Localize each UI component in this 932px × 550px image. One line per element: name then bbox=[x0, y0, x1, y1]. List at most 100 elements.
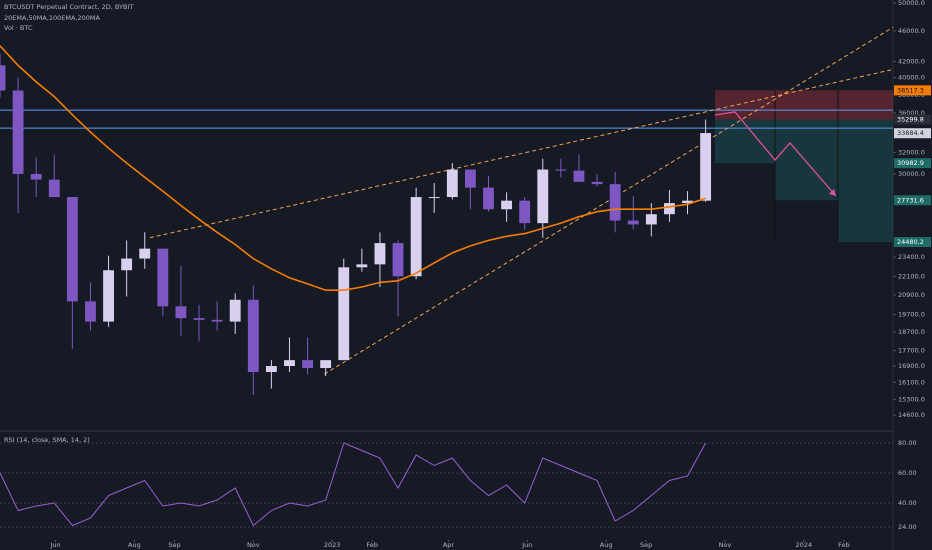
candle-body bbox=[12, 90, 24, 174]
y-tick-label: 19700.0 bbox=[898, 311, 925, 319]
candle-body bbox=[30, 173, 42, 180]
trendline bbox=[324, 26, 894, 375]
candle-body bbox=[573, 170, 585, 182]
candle-body bbox=[591, 181, 603, 185]
price-tag-label: 27731.6 bbox=[897, 196, 924, 204]
stop-zone bbox=[715, 90, 893, 120]
candle-body bbox=[302, 360, 314, 369]
x-tick-label: Jun bbox=[521, 541, 532, 549]
candle-body bbox=[103, 270, 114, 322]
candle-body bbox=[446, 169, 458, 198]
y-tick-label: 15300.0 bbox=[898, 395, 925, 403]
candle-body bbox=[627, 220, 639, 225]
candle-body bbox=[66, 197, 78, 302]
rsi-tick-label: 40.00 bbox=[898, 499, 917, 507]
y-tick-label: 32000.0 bbox=[898, 148, 925, 156]
y-tick-label: 42000.0 bbox=[898, 57, 925, 65]
price-tag bbox=[894, 114, 931, 125]
candle-body bbox=[265, 366, 277, 373]
x-tick-label: 2023 bbox=[324, 541, 341, 549]
candle-body bbox=[501, 200, 513, 210]
candle-body bbox=[374, 243, 386, 265]
candle-body bbox=[663, 203, 675, 215]
main-pane bbox=[0, 26, 894, 395]
candle-body bbox=[121, 258, 133, 271]
arrow-head bbox=[829, 189, 836, 196]
price-tag bbox=[894, 85, 931, 96]
trendline bbox=[149, 68, 894, 239]
rsi-tick-label: 60.00 bbox=[898, 469, 917, 477]
y-tick-label: 16900.0 bbox=[898, 362, 925, 370]
candle-body bbox=[139, 248, 151, 259]
candle-body bbox=[682, 200, 693, 204]
candle-body bbox=[356, 264, 368, 268]
candle-body bbox=[247, 299, 259, 373]
y-tick-label: 22100.0 bbox=[898, 272, 925, 280]
rsi-tick-label: 80.00 bbox=[898, 439, 917, 447]
y-tick-label: 23400.0 bbox=[898, 253, 925, 261]
price-tag bbox=[894, 195, 931, 206]
candle-body bbox=[519, 200, 531, 224]
y-tick-label: 40000.0 bbox=[898, 74, 925, 82]
x-tick-label: Sep bbox=[168, 541, 180, 549]
chart-title: BTCUSDT Perpetual Contract, 2D, BYBIT bbox=[4, 3, 133, 11]
candle-body bbox=[392, 243, 404, 277]
candle-body bbox=[555, 169, 567, 171]
candle-body bbox=[85, 301, 96, 322]
candle-body bbox=[464, 169, 476, 188]
y-tick-label: 46000.0 bbox=[898, 27, 925, 35]
price-tag-label: 33884.4 bbox=[897, 129, 924, 137]
price-tag bbox=[894, 128, 931, 139]
x-tick-label: 2024 bbox=[796, 541, 813, 549]
candle-body bbox=[410, 197, 422, 277]
ema-line bbox=[0, 45, 706, 291]
y-tick-label: 16100.0 bbox=[898, 378, 925, 386]
candle-body bbox=[229, 299, 241, 322]
rsi-line bbox=[0, 442, 707, 527]
candle-body bbox=[700, 133, 712, 201]
candle-body bbox=[211, 319, 223, 322]
x-tick-label: Aug bbox=[600, 541, 613, 549]
candle-body bbox=[338, 267, 350, 361]
candle-body bbox=[428, 197, 440, 199]
candle-body bbox=[645, 214, 657, 225]
indicators-label: 20EMA,50MA,100EMA,200MA bbox=[4, 14, 101, 22]
price-tag-label: 30982.9 bbox=[897, 159, 924, 167]
candle-body bbox=[48, 179, 60, 198]
y-tick-label: 36000.0 bbox=[898, 109, 925, 117]
rsi-label: RSI (14, close, SMA, 14, 2) bbox=[4, 436, 90, 444]
candle-body bbox=[0, 65, 6, 91]
x-tick-label: Sep bbox=[640, 541, 652, 549]
target-zone bbox=[838, 119, 893, 243]
projection-arrow bbox=[714, 111, 837, 197]
x-tick-label: Aug bbox=[128, 541, 141, 549]
candle-body bbox=[483, 187, 494, 210]
x-tick-label: Jun bbox=[49, 541, 60, 549]
candle-body bbox=[157, 248, 169, 307]
x-tick-label: Feb bbox=[838, 541, 850, 549]
rsi-tick-label: 24.00 bbox=[898, 523, 917, 531]
price-tag-label: 24480.2 bbox=[897, 238, 924, 246]
candle-body bbox=[537, 169, 549, 224]
y-tick-label: 30000.0 bbox=[898, 170, 925, 178]
price-tag bbox=[894, 158, 931, 169]
y-tick-label: 17700.0 bbox=[898, 347, 925, 355]
y-tick-label: 20900.0 bbox=[898, 291, 925, 299]
price-tag bbox=[894, 237, 931, 248]
price-tag-label: 38517.3 bbox=[897, 86, 924, 94]
y-tick-label: 18700.0 bbox=[898, 328, 925, 336]
x-tick-label: Nov bbox=[247, 541, 260, 549]
y-tick-label: 50000.0 bbox=[898, 0, 925, 7]
x-tick-label: Feb bbox=[366, 541, 378, 549]
candle-body bbox=[284, 360, 295, 367]
candle-body bbox=[320, 360, 332, 369]
volume-label: Vol · BTC bbox=[4, 24, 33, 32]
y-tick-label: 14600.0 bbox=[898, 411, 925, 419]
target-zone bbox=[715, 119, 775, 164]
candle-body bbox=[193, 318, 205, 320]
x-tick-label: Apr bbox=[443, 541, 455, 549]
x-tick-label: Nov bbox=[719, 541, 732, 549]
candle-body bbox=[175, 306, 187, 319]
